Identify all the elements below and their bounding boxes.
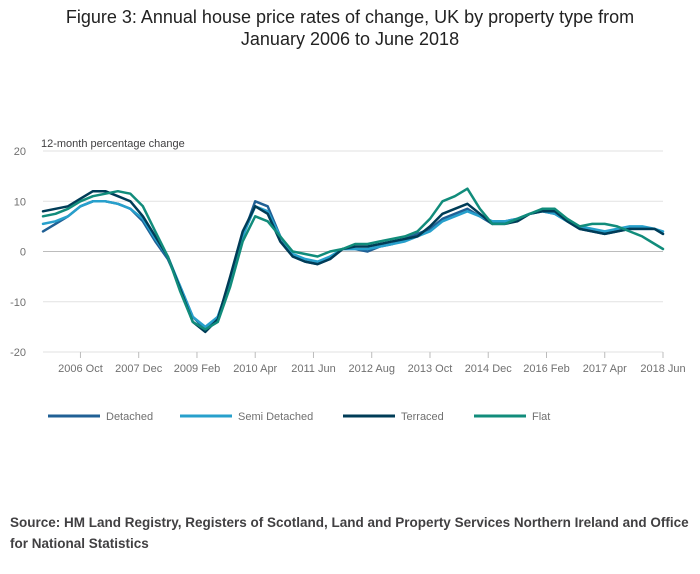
legend-label[interactable]: Semi Detached xyxy=(238,411,313,423)
chart-title-line-1: Figure 3: Annual house price rates of ch… xyxy=(65,7,635,27)
x-tick-label: 2011 Jun xyxy=(291,363,335,375)
y-tick-label: -10 xyxy=(10,297,26,309)
x-tick-label: 2017 Apr xyxy=(583,363,627,375)
y-tick-label: 20 xyxy=(14,146,26,158)
x-tick-label: 2012 Aug xyxy=(348,363,395,375)
x-tick-label: 2009 Feb xyxy=(174,363,220,375)
legend-label[interactable]: Detached xyxy=(106,411,153,423)
x-tick-label: 2006 Oct xyxy=(58,363,103,375)
y-tick-label: 0 xyxy=(20,247,26,259)
x-tick-label: 2014 Dec xyxy=(465,363,513,375)
x-tick-label: 2016 Feb xyxy=(523,363,569,375)
y-axis-label: 12-month percentage change xyxy=(41,138,185,150)
series-line-terraced xyxy=(41,189,665,334)
y-tick-label: -20 xyxy=(10,347,26,359)
x-tick-label: 2018 Jun xyxy=(640,363,685,375)
chart-title-line-2: January 2006 to June 2018 xyxy=(240,29,460,49)
x-tick-label: 2010 Apr xyxy=(233,363,277,375)
legend-label[interactable]: Terraced xyxy=(401,411,444,423)
line-chart: 20 10 0 -10 -20 12-month percentage change 200… xyxy=(10,138,686,423)
source-note: Source: HM Land Registry, Registers of S… xyxy=(10,515,689,551)
x-tick-label: 2007 Dec xyxy=(115,363,163,375)
legend-label[interactable]: Flat xyxy=(532,411,550,423)
x-tick-label: 2013 Oct xyxy=(408,363,453,375)
chart-title: Figure 3: Annual house price rates of ch… xyxy=(0,6,700,50)
y-tick-label: 10 xyxy=(14,196,26,208)
series-line-flat xyxy=(41,187,665,331)
